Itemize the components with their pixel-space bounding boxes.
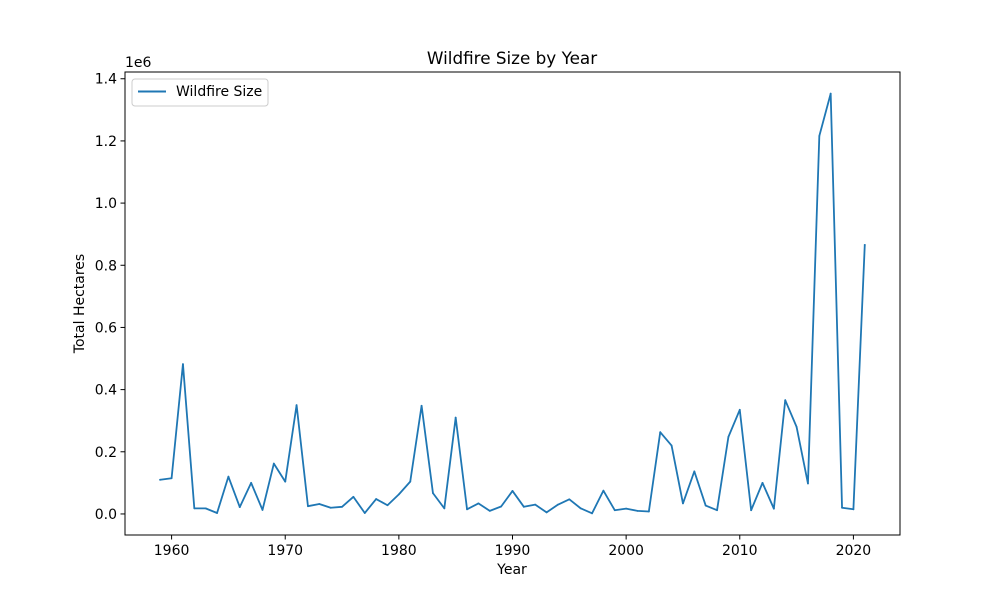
- data-point: [522, 505, 525, 508]
- y-tick-label: 0.2: [95, 445, 117, 461]
- data-point: [363, 512, 366, 514]
- x-tick-label: 2020: [836, 543, 872, 559]
- data-point: [557, 503, 559, 506]
- x-tick-label: 2000: [608, 543, 644, 559]
- x-tick-label: 1980: [381, 543, 417, 559]
- data-point: [375, 498, 378, 500]
- data-point: [727, 435, 730, 438]
- legend: Wildfire Size: [131, 78, 269, 107]
- data-point: [704, 504, 707, 507]
- data-point: [318, 503, 321, 505]
- data-point: [352, 495, 355, 498]
- data-point: [454, 416, 457, 419]
- data-point: [477, 502, 480, 505]
- data-point: [329, 506, 332, 509]
- data-point: [852, 508, 855, 511]
- x-tick-label: 1970: [267, 543, 303, 559]
- data-point: [670, 444, 673, 447]
- data-point: [772, 507, 775, 510]
- plot-lines: [159, 92, 866, 515]
- data-point: [170, 477, 173, 480]
- data-point: [204, 507, 207, 510]
- data-point: [193, 507, 196, 510]
- data-point: [659, 431, 662, 434]
- data-point: [693, 470, 696, 473]
- y-tick-label: 0.6: [95, 320, 117, 336]
- data-point: [272, 462, 275, 465]
- data-point: [602, 489, 605, 492]
- data-point: [488, 509, 491, 512]
- data-point: [432, 492, 434, 495]
- data-point: [818, 135, 821, 137]
- y-tick-label: 1.4: [95, 72, 117, 88]
- data-point: [795, 426, 798, 428]
- data-point: [807, 482, 809, 485]
- data-point: [647, 510, 650, 513]
- data-point: [341, 505, 343, 508]
- x-tick-label: 2010: [722, 543, 758, 559]
- chart-title: Wildfire Size by Year: [427, 48, 597, 68]
- data-point: [250, 481, 253, 484]
- x-tick-label: 1990: [495, 543, 531, 559]
- x-tick-label: 1960: [154, 543, 190, 559]
- x-axis-label: Year: [496, 562, 527, 578]
- data-point: [261, 509, 264, 511]
- y-axis: 0.0 0.2 0.4 0.6 0.8 1.0 1.2 1.4: [95, 72, 125, 523]
- data-point: [284, 480, 287, 483]
- data-point: [227, 475, 230, 478]
- data-point: [307, 505, 309, 508]
- data-point: [829, 92, 832, 95]
- data-point: [761, 481, 764, 484]
- data-point: [386, 504, 389, 507]
- y-tick-label: 1.0: [95, 196, 117, 212]
- data-point: [443, 507, 446, 510]
- x-axis: 1960 1970 1980 1990 2000 2010 2020: [154, 535, 871, 559]
- y-tick-label: 0.0: [95, 507, 117, 523]
- legend-label: Wildfire Size: [176, 84, 262, 100]
- y-tick-label: 0.8: [95, 258, 117, 274]
- data-point: [841, 506, 843, 509]
- data-point: [682, 502, 684, 505]
- data-point: [625, 507, 628, 510]
- data-point: [636, 509, 639, 512]
- data-point: [534, 503, 537, 506]
- data-point: [545, 511, 548, 514]
- data-point: [738, 408, 741, 411]
- data-point: [591, 512, 593, 515]
- data-point: [579, 507, 582, 510]
- data-point: [568, 498, 571, 501]
- data-point: [216, 512, 218, 514]
- data-point: [500, 505, 503, 508]
- data-point: [613, 509, 616, 512]
- data-point: [863, 244, 866, 246]
- data-point: [716, 509, 718, 512]
- data-point: [159, 478, 162, 481]
- data-point: [409, 480, 412, 483]
- data-point: [295, 404, 298, 407]
- data-point: [750, 509, 753, 512]
- data-point: [238, 506, 241, 509]
- y-tick-label: 0.4: [95, 383, 117, 399]
- legend-box: [131, 78, 269, 107]
- data-point: [784, 399, 787, 402]
- data-point: [182, 363, 184, 366]
- data-point: [397, 493, 400, 496]
- y-axis-label: Total Hectares: [72, 254, 88, 354]
- y-offset-label: 1e6: [125, 55, 152, 71]
- data-point: [511, 490, 514, 492]
- y-tick-label: 1.2: [95, 134, 117, 150]
- data-point: [466, 508, 468, 511]
- data-point: [420, 404, 423, 407]
